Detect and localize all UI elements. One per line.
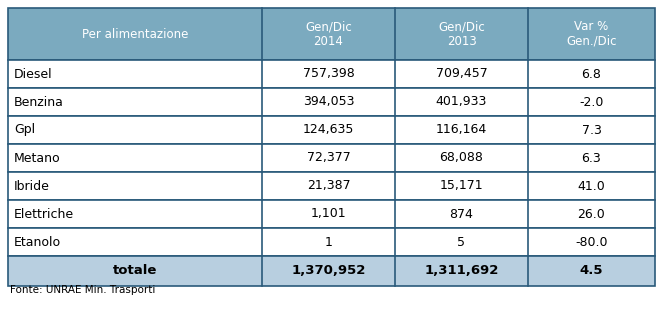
Bar	[8, 228, 655, 256]
Text: -80.0: -80.0	[575, 236, 608, 249]
Text: 68,088: 68,088	[440, 152, 483, 165]
Text: 1,101: 1,101	[311, 208, 346, 221]
Text: Etanolo: Etanolo	[14, 236, 61, 249]
Text: 874: 874	[450, 208, 473, 221]
Text: Elettriche: Elettriche	[14, 208, 74, 221]
Text: totale: totale	[113, 264, 157, 277]
Text: Per alimentazione: Per alimentazione	[82, 28, 188, 41]
Text: 1,311,692: 1,311,692	[424, 264, 499, 277]
Text: 709,457: 709,457	[436, 68, 487, 81]
Text: 15,171: 15,171	[440, 179, 483, 192]
Text: Var %
Gen./Dic: Var % Gen./Dic	[566, 20, 617, 48]
Text: Diesel: Diesel	[14, 68, 52, 81]
Text: 401,933: 401,933	[436, 95, 487, 108]
Text: 26.0: 26.0	[577, 208, 605, 221]
Text: 394,053: 394,053	[303, 95, 354, 108]
Text: 1,370,952: 1,370,952	[291, 264, 366, 277]
Text: 757,398: 757,398	[302, 68, 355, 81]
Bar	[8, 8, 655, 60]
Text: 116,164: 116,164	[436, 124, 487, 137]
Text: Benzina: Benzina	[14, 95, 64, 108]
Text: 4.5: 4.5	[579, 264, 603, 277]
Text: -2.0: -2.0	[579, 95, 604, 108]
Text: Gen/Dic
2013: Gen/Dic 2013	[438, 20, 485, 48]
Bar	[8, 200, 655, 228]
Bar	[8, 256, 655, 286]
Text: Metano: Metano	[14, 152, 60, 165]
Text: 6.8: 6.8	[581, 68, 601, 81]
Bar	[8, 144, 655, 172]
Text: 72,377: 72,377	[306, 152, 350, 165]
Text: 124,635: 124,635	[303, 124, 354, 137]
Text: 21,387: 21,387	[307, 179, 350, 192]
Text: Gpl: Gpl	[14, 124, 35, 137]
Text: 41.0: 41.0	[577, 179, 605, 192]
Bar	[8, 88, 655, 116]
Text: 7.3: 7.3	[581, 124, 601, 137]
Text: 5: 5	[457, 236, 465, 249]
Text: Fonte: UNRAE Min. Trasporti: Fonte: UNRAE Min. Trasporti	[10, 285, 155, 295]
Bar	[8, 60, 655, 88]
Bar	[8, 116, 655, 144]
Text: Ibride: Ibride	[14, 179, 50, 192]
Text: Gen/Dic
2014: Gen/Dic 2014	[305, 20, 352, 48]
Text: 6.3: 6.3	[581, 152, 601, 165]
Bar	[8, 172, 655, 200]
Text: 1: 1	[325, 236, 332, 249]
